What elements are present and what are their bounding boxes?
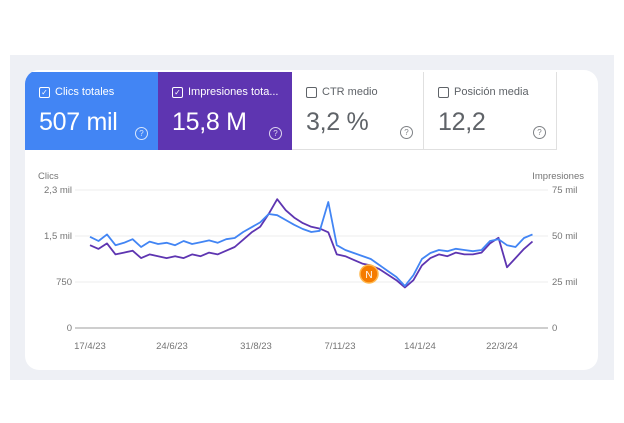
left-tick-label: 2,3 mil (44, 185, 72, 196)
metric-tile-ctr[interactable]: CTR medio 3,2 % ? (292, 72, 424, 150)
left-axis-title: Clics (38, 171, 59, 182)
metric-tile-clicks[interactable]: ✓ Clics totales 507 mil ? (25, 72, 158, 150)
right-tick-label: 25 mil (552, 277, 577, 288)
metric-label: Impresiones tota... (188, 86, 279, 98)
left-tick-label: 750 (56, 277, 72, 288)
right-tick-label: 75 mil (552, 185, 577, 196)
metric-label: CTR medio (322, 86, 378, 98)
metric-tile-position[interactable]: Posición media 12,2 ? (424, 72, 557, 150)
checkbox-unchecked-icon[interactable] (306, 86, 317, 98)
metric-value: 12,2 (438, 108, 486, 136)
x-tick-label: 14/1/24 (404, 341, 436, 352)
metric-label: Clics totales (55, 86, 115, 98)
metric-tile-impressions[interactable]: ✓ Impresiones tota... 15,8 M ? (158, 72, 292, 150)
metric-value: 15,8 M (172, 108, 247, 136)
metric-value: 3,2 % (306, 108, 369, 136)
help-icon[interactable]: ? (135, 127, 148, 140)
checkbox-checked-icon[interactable]: ✓ (39, 86, 50, 98)
x-tick-label: 22/3/24 (486, 341, 518, 352)
metric-label: Posición media (454, 86, 529, 98)
left-tick-label: 0 (67, 323, 72, 334)
x-tick-label: 24/6/23 (156, 341, 188, 352)
clicks-series-line (89, 201, 533, 287)
annotation-marker[interactable]: N (359, 264, 379, 284)
right-tick-label: 0 (552, 323, 557, 334)
left-tick-label: 1,5 mil (44, 231, 72, 242)
right-axis-title: Impresiones (532, 171, 584, 182)
impressions-series-line (89, 198, 534, 289)
help-icon[interactable]: ? (269, 127, 282, 140)
x-tick-label: 17/4/23 (74, 341, 106, 352)
metric-value: 507 mil (39, 108, 118, 136)
note-marker-icon: N (365, 270, 372, 281)
checkbox-unchecked-icon[interactable] (438, 86, 449, 98)
x-tick-label: 31/8/23 (240, 341, 272, 352)
performance-card: ✓ Clics totales 507 mil ? ✓ Impresiones to… (25, 70, 598, 370)
checkbox-checked-icon[interactable]: ✓ (172, 86, 183, 98)
x-tick-label: 7/11/23 (325, 341, 356, 352)
help-icon[interactable]: ? (533, 126, 546, 139)
right-tick-label: 50 mil (552, 231, 577, 242)
help-icon[interactable]: ? (400, 126, 413, 139)
